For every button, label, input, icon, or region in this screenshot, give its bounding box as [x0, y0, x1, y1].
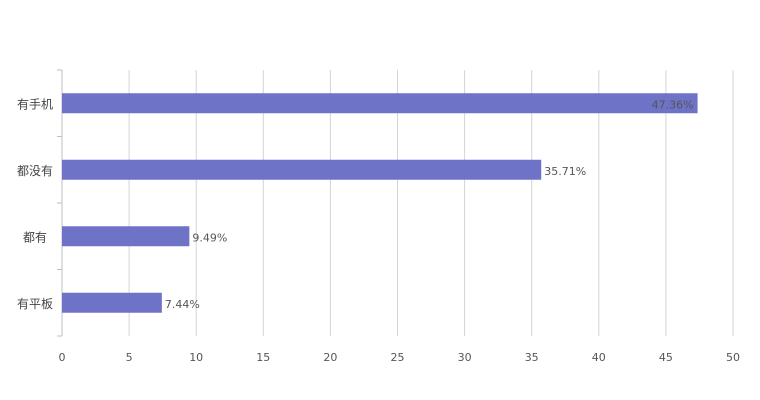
category-axis — [57, 69, 63, 337]
data-label: 35.71% — [544, 165, 586, 178]
category-label: 有手机 — [17, 97, 53, 111]
x-tick-label: 30 — [458, 351, 472, 364]
labels: 0 5 10 15 20 25 30 35 40 45 50 有手机 47.36% 都没有 35.71% 都有… — [17, 97, 740, 364]
x-tick-label: 15 — [256, 351, 270, 364]
bar-0 — [62, 93, 698, 114]
gridlines — [128, 70, 734, 336]
x-tick-label: 0 — [59, 351, 66, 364]
data-label: 47.36% — [652, 98, 694, 111]
x-tick-label: 45 — [659, 351, 673, 364]
category-label: 有平板 — [17, 297, 53, 311]
x-tick-label: 20 — [323, 351, 337, 364]
category-label: 都没有 — [17, 163, 53, 178]
bar-2 — [62, 226, 190, 247]
category-label: 都有 — [23, 230, 47, 244]
x-tick-label: 35 — [525, 351, 539, 364]
data-label: 9.49% — [192, 231, 227, 244]
x-tick-label: 25 — [391, 351, 405, 364]
x-tick-label: 10 — [189, 351, 203, 364]
bar-1 — [62, 159, 542, 180]
x-tick-label: 40 — [592, 351, 606, 364]
bars — [62, 93, 698, 313]
data-label: 7.44% — [165, 298, 200, 311]
bar-3 — [62, 292, 162, 313]
x-tick-label: 5 — [126, 351, 133, 364]
x-tick-label: 50 — [726, 351, 740, 364]
